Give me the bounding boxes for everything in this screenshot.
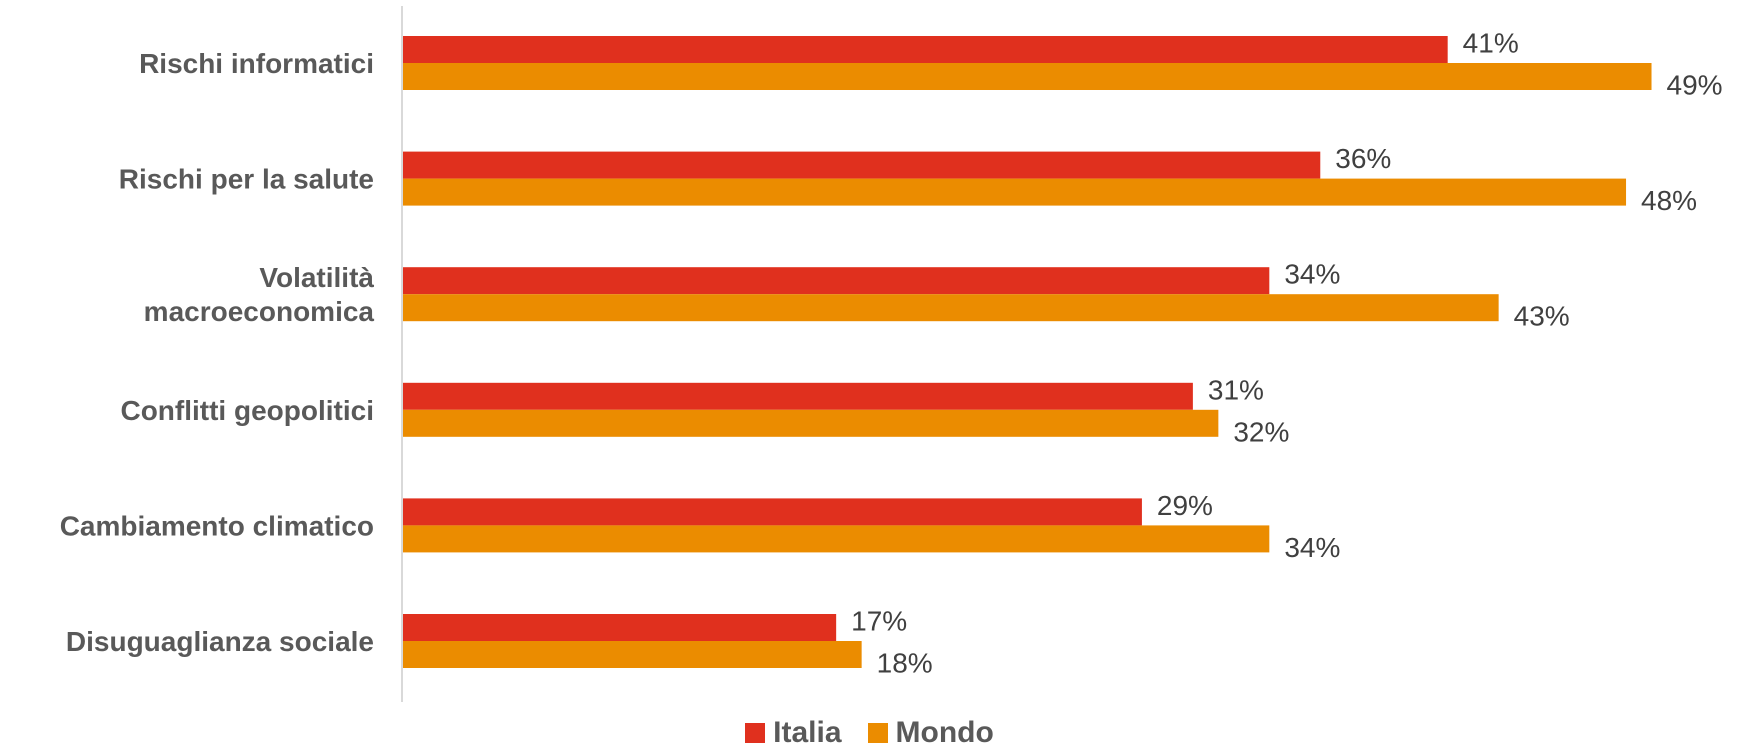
bar-italia bbox=[403, 498, 1142, 526]
bar-mondo bbox=[403, 525, 1270, 553]
category-label-line: macroeconomica bbox=[144, 296, 375, 327]
legend-item-italia: Italia bbox=[745, 716, 842, 750]
bar-mondo bbox=[403, 409, 1219, 437]
category-label: Disuguaglianza sociale bbox=[66, 626, 374, 657]
data-label-mondo: 32% bbox=[1233, 416, 1289, 447]
data-label-mondo: 48% bbox=[1641, 185, 1697, 216]
legend: Italia Mondo bbox=[0, 716, 1739, 750]
category-label: Conflitti geopolitici bbox=[120, 395, 374, 426]
category-label: Rischi informatici bbox=[139, 48, 374, 79]
data-label-italia: 29% bbox=[1157, 490, 1213, 521]
bar-italia bbox=[403, 36, 1448, 63]
data-label-mondo: 34% bbox=[1284, 532, 1340, 563]
bar-italia bbox=[403, 267, 1270, 295]
category-label-line: Cambiamento climatico bbox=[60, 510, 374, 541]
category-label: Rischi per la salute bbox=[119, 164, 374, 195]
data-label-mondo: 18% bbox=[877, 648, 933, 679]
category-label: Cambiamento climatico bbox=[60, 510, 374, 541]
data-label-mondo: 43% bbox=[1514, 301, 1570, 332]
category-label-line: Disuguaglianza sociale bbox=[66, 626, 374, 657]
data-label-italia: 17% bbox=[851, 606, 907, 637]
bar-italia bbox=[403, 614, 837, 641]
data-label-italia: 36% bbox=[1335, 143, 1391, 174]
legend-label-italia: Italia bbox=[773, 716, 842, 749]
bar-mondo bbox=[403, 641, 862, 668]
category-label-line: Rischi per la salute bbox=[119, 164, 374, 195]
data-label-italia: 31% bbox=[1208, 374, 1264, 405]
legend-item-mondo: Mondo bbox=[867, 716, 994, 750]
category-label-line: Conflitti geopolitici bbox=[120, 395, 374, 426]
bar-italia bbox=[403, 151, 1321, 179]
legend-swatch-mondo bbox=[867, 723, 888, 743]
bar-mondo bbox=[403, 294, 1499, 322]
category-label: Volatilità macroeconomica bbox=[144, 262, 375, 327]
data-label-mondo: 49% bbox=[1667, 70, 1723, 101]
bar-mondo bbox=[403, 178, 1627, 206]
bar-mondo bbox=[403, 63, 1652, 90]
bar-italia bbox=[403, 382, 1193, 410]
category-label-line: Rischi informatici bbox=[139, 48, 374, 79]
legend-label-mondo: Mondo bbox=[895, 716, 994, 749]
legend-swatch-italia bbox=[745, 723, 766, 743]
category-label-line: Volatilità bbox=[259, 262, 374, 293]
data-label-italia: 41% bbox=[1463, 28, 1519, 59]
data-label-italia: 34% bbox=[1284, 259, 1340, 290]
